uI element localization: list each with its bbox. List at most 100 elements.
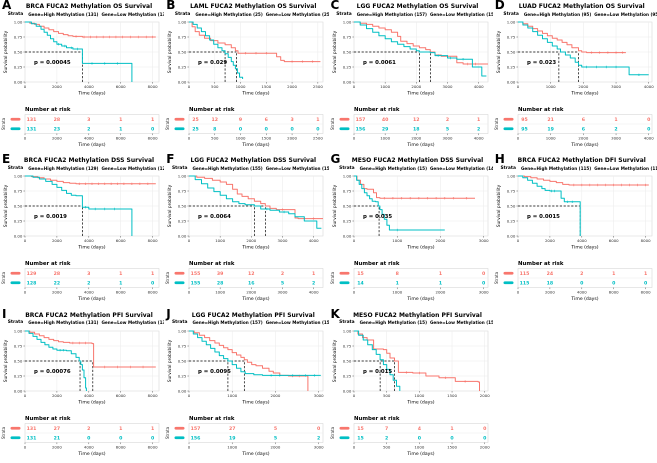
svg-text:131: 131 bbox=[27, 117, 37, 123]
svg-text:4000: 4000 bbox=[644, 136, 654, 141]
svg-text:0.75: 0.75 bbox=[178, 189, 187, 194]
legend-label-low: Gene=Low Methylation (25) bbox=[265, 11, 329, 17]
svg-text:0.50: 0.50 bbox=[178, 204, 187, 209]
risk-x-axis-label: Time (days) bbox=[570, 296, 598, 302]
svg-text:25: 25 bbox=[192, 117, 199, 123]
svg-text:21: 21 bbox=[547, 117, 554, 123]
km-plot-H: p = 0.0015 1.00 0.75 0.50 0.25 0.000 2000 4000 6… bbox=[496, 174, 652, 251]
svg-text:115: 115 bbox=[519, 281, 529, 287]
svg-text:0: 0 bbox=[188, 290, 191, 295]
svg-text:1000: 1000 bbox=[380, 136, 390, 141]
p-value: p = 0.035 bbox=[363, 214, 392, 220]
svg-text:131: 131 bbox=[27, 126, 37, 132]
svg-text:2000: 2000 bbox=[287, 136, 297, 141]
svg-text:0.00: 0.00 bbox=[506, 79, 515, 84]
svg-text:8000: 8000 bbox=[148, 290, 158, 295]
svg-text:27: 27 bbox=[229, 426, 236, 432]
risk-strata-axis-label: Strata bbox=[1, 426, 6, 439]
panel-letter: D bbox=[494, 0, 505, 12]
svg-text:1: 1 bbox=[151, 117, 154, 123]
svg-text:0.75: 0.75 bbox=[14, 34, 23, 39]
svg-text:95: 95 bbox=[521, 117, 528, 123]
svg-text:4000: 4000 bbox=[84, 238, 94, 243]
svg-text:0: 0 bbox=[352, 444, 355, 449]
strata-label: Strata bbox=[500, 165, 516, 171]
svg-text:0: 0 bbox=[119, 435, 123, 441]
svg-text:500: 500 bbox=[382, 444, 390, 449]
strata-legend: Strata Gene=High Methylation (155) Gene=Lo… bbox=[172, 164, 329, 172]
p-value: p = 0.0061 bbox=[363, 60, 396, 66]
svg-text:0: 0 bbox=[188, 444, 191, 449]
svg-text:1: 1 bbox=[119, 426, 122, 432]
svg-text:0.75: 0.75 bbox=[342, 34, 351, 39]
svg-text:0.25: 0.25 bbox=[506, 219, 515, 224]
svg-text:4000: 4000 bbox=[644, 84, 654, 89]
svg-text:8000: 8000 bbox=[148, 444, 158, 449]
panel-title: LAML FUCA2 Methylation OS Survival bbox=[190, 3, 317, 10]
strata-legend: Strata Gene=High Methylation (25) Gene=Low… bbox=[175, 10, 329, 18]
svg-text:0.00: 0.00 bbox=[342, 234, 351, 239]
svg-text:4000: 4000 bbox=[84, 136, 94, 141]
risk-strata-axis-label: Strata bbox=[494, 272, 499, 285]
y-axis-label: Survival probability bbox=[167, 339, 173, 382]
legend-label-low: Gene=Low Methylation (95) bbox=[594, 11, 657, 17]
svg-text:4000: 4000 bbox=[309, 290, 319, 295]
svg-text:2000: 2000 bbox=[479, 393, 489, 398]
svg-text:0.75: 0.75 bbox=[506, 189, 515, 194]
risk-strata-axis-label: Strata bbox=[330, 426, 335, 439]
x-axis-label: Time (days) bbox=[77, 245, 105, 251]
svg-text:8000: 8000 bbox=[148, 238, 158, 243]
svg-text:0.75: 0.75 bbox=[342, 189, 351, 194]
svg-text:1: 1 bbox=[119, 126, 122, 132]
svg-text:0: 0 bbox=[188, 393, 191, 398]
svg-text:6: 6 bbox=[581, 126, 585, 132]
svg-text:131: 131 bbox=[27, 426, 37, 432]
svg-text:0.75: 0.75 bbox=[178, 343, 187, 348]
svg-text:1000: 1000 bbox=[380, 84, 390, 89]
risk-x-axis-label: Time (days) bbox=[406, 142, 434, 148]
svg-text:0.50: 0.50 bbox=[342, 204, 351, 209]
strata-label: Strata bbox=[171, 320, 188, 326]
legend-label-low: Gene=Low Methylation (131) bbox=[101, 320, 165, 326]
legend-label-high: Gene=High Methylation (25) bbox=[195, 11, 263, 17]
svg-text:3: 3 bbox=[87, 117, 90, 123]
risk-x-axis-label: Time (days) bbox=[406, 296, 434, 302]
svg-text:0: 0 bbox=[188, 136, 191, 141]
svg-text:0: 0 bbox=[647, 126, 651, 132]
svg-text:4000: 4000 bbox=[84, 290, 94, 295]
svg-text:4: 4 bbox=[417, 426, 421, 432]
svg-text:500: 500 bbox=[211, 84, 219, 89]
x-axis-label: Time (days) bbox=[406, 91, 434, 97]
svg-text:4000: 4000 bbox=[577, 238, 587, 243]
svg-text:1000: 1000 bbox=[228, 393, 238, 398]
panel-title: MESO FUCA2 Methylation PFI Survival bbox=[353, 311, 482, 319]
svg-text:8000: 8000 bbox=[148, 136, 158, 141]
panel-title: BRCA FUCA2 Methylation DSS Survival bbox=[23, 157, 155, 165]
svg-text:128: 128 bbox=[27, 281, 37, 287]
svg-text:25: 25 bbox=[192, 126, 199, 132]
svg-text:2000: 2000 bbox=[411, 84, 421, 89]
svg-text:3000: 3000 bbox=[611, 84, 621, 89]
svg-text:1500: 1500 bbox=[447, 393, 457, 398]
svg-text:0: 0 bbox=[24, 444, 27, 449]
km-plot-F: p = 0.0064 1.00 0.75 0.50 0.25 0.000 1000 2000 3… bbox=[167, 174, 324, 251]
svg-text:2000: 2000 bbox=[247, 238, 257, 243]
y-axis-label: Survival probability bbox=[332, 339, 338, 382]
svg-text:0: 0 bbox=[352, 136, 355, 141]
svg-text:28: 28 bbox=[217, 281, 224, 287]
risk-x-axis-label: Time (days) bbox=[77, 296, 105, 302]
svg-text:0: 0 bbox=[24, 84, 27, 89]
svg-text:2000: 2000 bbox=[435, 238, 445, 243]
svg-text:3000: 3000 bbox=[278, 238, 288, 243]
svg-text:1: 1 bbox=[151, 426, 154, 432]
svg-text:1: 1 bbox=[312, 271, 315, 277]
strata-label: Strata bbox=[503, 11, 519, 17]
svg-text:1: 1 bbox=[612, 271, 615, 277]
svg-text:0: 0 bbox=[450, 435, 454, 441]
risk-table-title: Number at risk bbox=[518, 107, 564, 113]
risk-x-axis-label: Time (days) bbox=[242, 296, 270, 302]
svg-text:1: 1 bbox=[119, 271, 122, 277]
svg-text:0.25: 0.25 bbox=[506, 64, 515, 69]
